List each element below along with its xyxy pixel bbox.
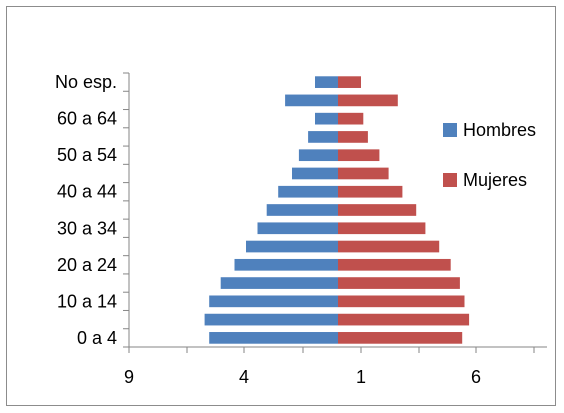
y-tick-label: 10 a 14 bbox=[57, 291, 117, 311]
y-tick-label: 20 a 24 bbox=[57, 255, 117, 275]
bars-layer bbox=[204, 76, 470, 344]
bar-hombres-0 bbox=[209, 332, 338, 344]
bar-mujeres-11 bbox=[338, 131, 368, 143]
bar-hombres-1 bbox=[204, 313, 338, 326]
bar-mujeres-5 bbox=[338, 240, 440, 253]
y-tick-label: 30 a 34 bbox=[57, 218, 117, 238]
chart-area: 0 a 4 10 a 14 20 a 24 30 a 34 40 a 44 50 a 54… bbox=[6, 6, 556, 406]
y-ticks-layer: 0 a 4 10 a 14 20 a 24 30 a 34 40 a 44 50 a 54… bbox=[55, 72, 129, 348]
x-ticks-layer: 9 4 1 6 bbox=[124, 347, 535, 387]
bar-hombres-11 bbox=[308, 131, 338, 143]
bar-hombres-2 bbox=[209, 295, 338, 308]
bar-hombres-5 bbox=[246, 240, 338, 253]
bar-mujeres-7 bbox=[338, 204, 417, 216]
bar-mujeres-3 bbox=[338, 277, 460, 289]
bar-hombres-8 bbox=[278, 185, 338, 198]
bar-mujeres-0 bbox=[338, 332, 463, 344]
bar-mujeres-4 bbox=[338, 258, 451, 271]
bar-hombres-6 bbox=[257, 222, 338, 235]
bar-mujeres-8 bbox=[338, 185, 403, 198]
bar-hombres-14 bbox=[315, 76, 338, 88]
y-tick-label: No esp. bbox=[55, 72, 117, 92]
bar-mujeres-2 bbox=[338, 295, 465, 308]
bar-mujeres-12 bbox=[338, 112, 364, 125]
bar-hombres-7 bbox=[266, 204, 338, 216]
legend-label-hombres: Hombres bbox=[463, 120, 536, 140]
bar-mujeres-9 bbox=[338, 167, 389, 180]
bar-hombres-9 bbox=[292, 167, 338, 180]
bar-hombres-12 bbox=[315, 112, 338, 125]
bar-mujeres-10 bbox=[338, 149, 380, 162]
y-tick-label: 0 a 4 bbox=[77, 328, 117, 348]
bar-mujeres-6 bbox=[338, 222, 426, 235]
bar-mujeres-13 bbox=[338, 94, 398, 107]
y-tick-label: 50 a 54 bbox=[57, 145, 117, 165]
legend: Hombres Mujeres bbox=[443, 120, 536, 190]
y-tick-label: 60 a 64 bbox=[57, 109, 117, 129]
bar-mujeres-1 bbox=[338, 313, 470, 326]
x-tick-label: 1 bbox=[356, 367, 366, 387]
y-tick-label: 40 a 44 bbox=[57, 182, 117, 202]
population-pyramid-chart: 0 a 4 10 a 14 20 a 24 30 a 34 40 a 44 50 a 54… bbox=[55, 72, 547, 387]
axes-layer bbox=[128, 73, 547, 348]
x-tick-label: 4 bbox=[239, 367, 249, 387]
bar-mujeres-14 bbox=[338, 76, 361, 88]
x-tick-label: 9 bbox=[124, 367, 134, 387]
x-tick-label: 6 bbox=[471, 367, 481, 387]
bar-hombres-4 bbox=[234, 258, 338, 271]
bar-hombres-10 bbox=[298, 149, 338, 162]
bar-hombres-13 bbox=[285, 94, 338, 107]
legend-swatch-mujeres bbox=[443, 173, 457, 187]
legend-swatch-hombres bbox=[443, 123, 457, 137]
bar-hombres-3 bbox=[220, 277, 338, 289]
legend-label-mujeres: Mujeres bbox=[463, 170, 527, 190]
